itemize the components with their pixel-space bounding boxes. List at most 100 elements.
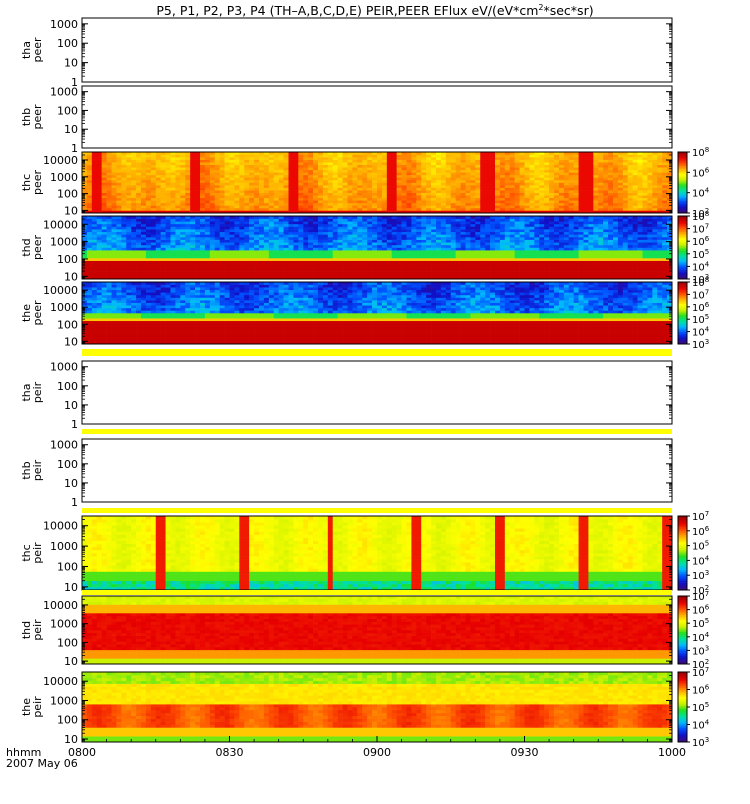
heatmap-cell (382, 172, 387, 175)
heatmap-cell (534, 170, 539, 173)
heatmap-cell (225, 195, 230, 198)
heatmap-cell (121, 242, 126, 245)
heatmap-cell (544, 172, 549, 175)
heatmap-cell (421, 250, 426, 253)
heatmap-cell (298, 172, 303, 175)
heatmap-cell (254, 221, 259, 224)
heatmap-cell (279, 221, 284, 224)
heatmap-cell (534, 155, 539, 158)
heatmap-cell (382, 183, 387, 186)
heatmap-cell (569, 175, 574, 178)
heatmap-cell (623, 195, 628, 198)
heatmap-cell (480, 188, 485, 191)
heatmap-cell (539, 160, 544, 163)
heatmap-cell (456, 162, 461, 165)
heatmap-cell (190, 219, 195, 222)
heatmap-cell (338, 183, 343, 186)
heatmap-cell (298, 255, 303, 258)
heatmap-cell (392, 155, 397, 158)
heatmap-cell (623, 155, 628, 158)
heatmap-cell (308, 221, 313, 224)
heatmap-cell (234, 200, 239, 203)
heatmap-cell (141, 219, 146, 222)
heatmap-cell (225, 227, 230, 230)
heatmap-cell (210, 165, 215, 168)
heatmap-cell (303, 229, 308, 232)
heatmap-cell (392, 263, 397, 266)
heatmap-cell (156, 229, 161, 232)
heatmap-cell (254, 200, 259, 203)
heatmap-cell (264, 250, 269, 253)
heatmap-cell (377, 185, 382, 188)
heatmap-cell (175, 263, 180, 266)
heatmap-cell (185, 237, 190, 240)
heatmap-cell (303, 185, 308, 188)
heatmap-cell (141, 188, 146, 191)
heatmap-cell (657, 183, 662, 186)
heatmap-cell (431, 190, 436, 193)
heatmap-cell (348, 229, 353, 232)
heatmap-cell (421, 266, 426, 269)
heatmap-cell (180, 224, 185, 227)
heatmap-cell (662, 162, 667, 165)
heatmap-cell (348, 200, 353, 203)
heatmap-cell (407, 165, 412, 168)
heatmap-cell (657, 180, 662, 183)
heatmap-cell (230, 208, 235, 211)
heatmap-cell (569, 200, 574, 203)
heatmap-cell (82, 237, 87, 240)
heatmap-cell (402, 193, 407, 196)
heatmap-cell (234, 172, 239, 175)
heatmap-cell (328, 185, 333, 188)
heatmap-cell (377, 219, 382, 222)
heatmap-cell (579, 185, 584, 188)
heatmap-cell (377, 224, 382, 227)
heatmap-cell (333, 193, 338, 196)
heatmap-cell (505, 170, 510, 173)
heatmap-cell (284, 274, 289, 277)
heatmap-cell (259, 242, 264, 245)
y-tick-label: 10 (64, 57, 78, 70)
heatmap-cell (387, 172, 392, 175)
heatmap-cell (92, 258, 97, 261)
heatmap-cell (323, 193, 328, 196)
heatmap-cell (628, 183, 633, 186)
heatmap-cell (151, 190, 156, 193)
heatmap-cell (254, 165, 259, 168)
heatmap-cell (230, 162, 235, 165)
heatmap-cell (279, 232, 284, 235)
heatmap-cell (397, 198, 402, 201)
heatmap-cell (293, 155, 298, 158)
heatmap-cell (372, 266, 377, 269)
heatmap-cell (407, 221, 412, 224)
heatmap-cell (343, 274, 348, 277)
heatmap-cell (112, 224, 117, 227)
heatmap-cell (234, 240, 239, 243)
heatmap-cell (244, 271, 249, 274)
heatmap-cell (112, 229, 117, 232)
heatmap-cell (392, 180, 397, 183)
heatmap-cell (254, 203, 259, 206)
heatmap-cell (569, 195, 574, 198)
heatmap-cell (441, 157, 446, 160)
heatmap-cell (416, 248, 421, 251)
heatmap-cell (293, 165, 298, 168)
heatmap-cell (141, 157, 146, 160)
heatmap-cell (323, 263, 328, 266)
heatmap-cell (603, 188, 608, 191)
heatmap-cell (112, 242, 117, 245)
heatmap-cell (377, 198, 382, 201)
heatmap-cell (274, 157, 279, 160)
heatmap-cell (407, 172, 412, 175)
heatmap-cell (210, 185, 215, 188)
heatmap-cell (200, 250, 205, 253)
heatmap-cell (333, 170, 338, 173)
heatmap-cell (382, 155, 387, 158)
heatmap-cell (500, 183, 505, 186)
heatmap-cell (293, 242, 298, 245)
heatmap-cell (357, 263, 362, 266)
heatmap-cell (362, 271, 367, 274)
heatmap-cell (515, 205, 520, 208)
heatmap-cell (239, 232, 244, 235)
heatmap-cell (357, 266, 362, 269)
